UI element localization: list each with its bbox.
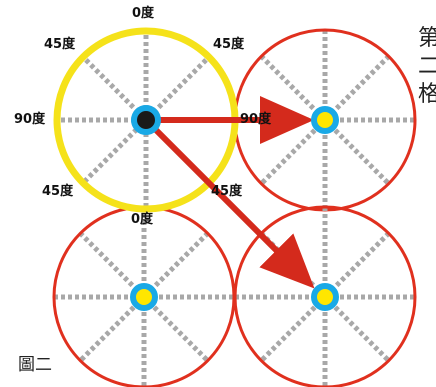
target-dot — [311, 283, 339, 311]
target-dot — [311, 106, 339, 134]
label-90-degree-left: 90度 — [14, 112, 46, 127]
label-45-degree-top-right: 45度 — [213, 37, 245, 52]
cell-bottom-left — [52, 205, 236, 387]
label-45-degree-top-left: 45度 — [44, 37, 76, 52]
cell-circle — [233, 205, 417, 387]
label-0-degree-top: 0度 — [132, 6, 155, 21]
label-0-degree-bottom: 0度 — [131, 212, 154, 227]
label-90-degree-right: 90度 — [240, 112, 272, 127]
side-text-char: 格 — [418, 82, 436, 107]
label-45-degree-bottom-right: 45度 — [211, 184, 243, 199]
target-dot — [130, 283, 158, 311]
origin-dot — [131, 105, 161, 135]
figure-caption: 圖二 — [18, 355, 52, 375]
label-45-degree-bottom-left: 45度 — [42, 184, 74, 199]
arrow-diagonal — [153, 127, 315, 289]
side-text-char: 第 — [418, 26, 436, 51]
side-text-char: 二 — [418, 54, 436, 79]
